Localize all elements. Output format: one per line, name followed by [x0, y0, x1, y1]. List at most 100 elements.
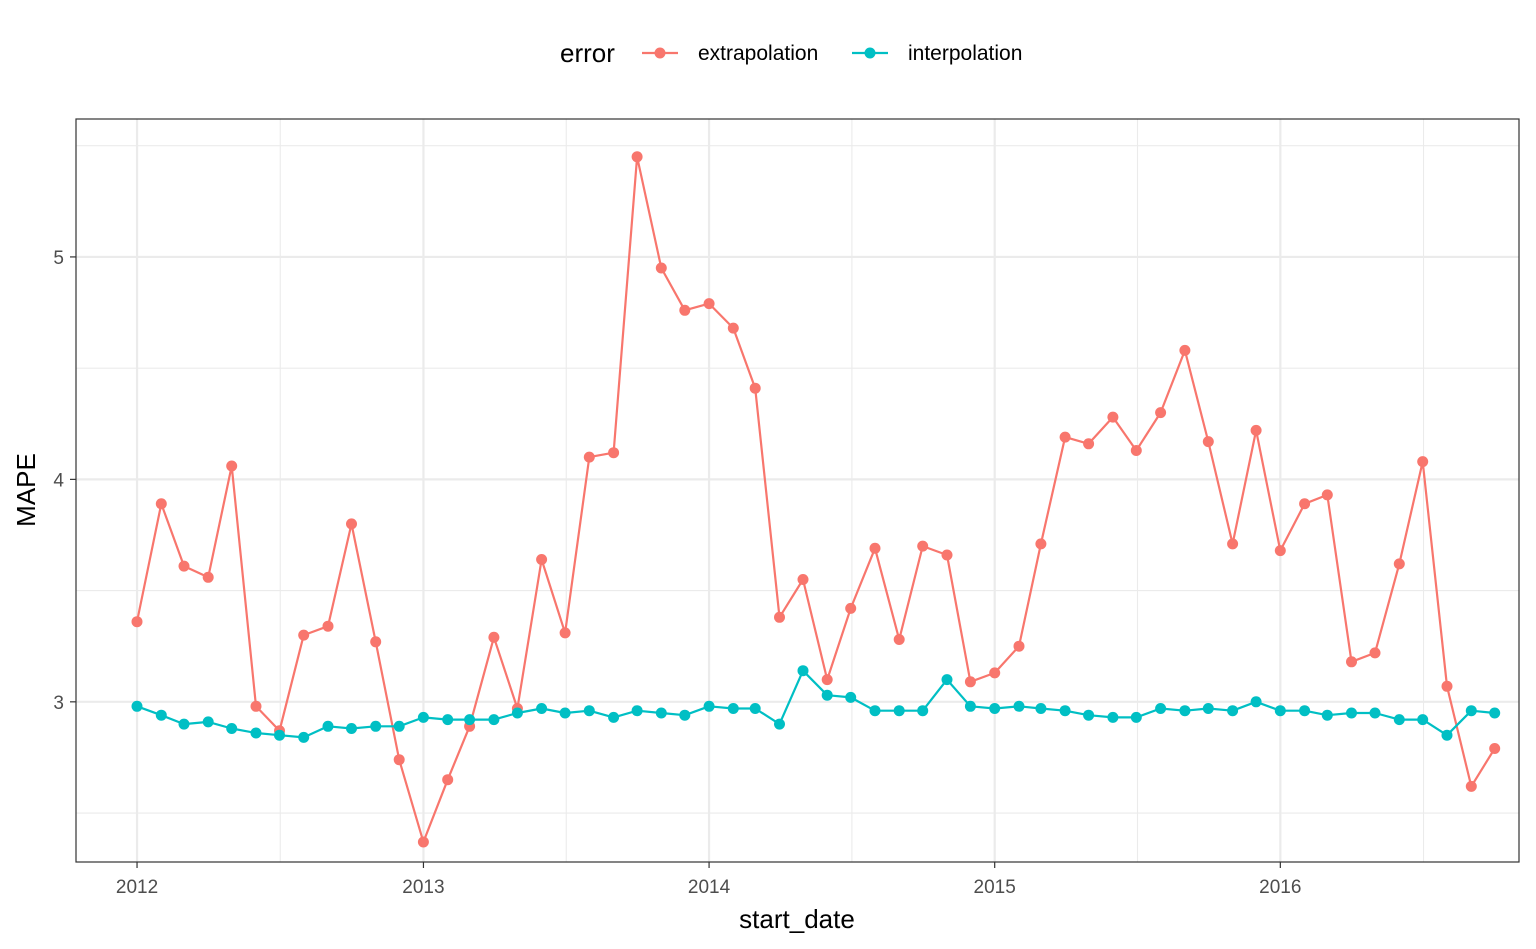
- point-interpolation-2012-10-01: [346, 723, 357, 734]
- point-interpolation-2015-03-01: [1035, 703, 1047, 714]
- point-interpolation-2013-02-01: [442, 714, 454, 726]
- point-interpolation-2015-10-01: [1202, 703, 1214, 714]
- point-interpolation-2016-09-01: [1465, 705, 1477, 717]
- point-interpolation-2014-03-01: [749, 703, 761, 714]
- point-extrapolation-2013-06-01: [536, 554, 548, 565]
- point-interpolation-2013-06-01: [536, 703, 548, 714]
- point-extrapolation-2016-06-01: [1393, 558, 1405, 570]
- y-tick-label-3: 3: [53, 693, 64, 714]
- point-extrapolation-2016-01-01: [1274, 545, 1286, 557]
- point-extrapolation-2012-11-01: [370, 636, 382, 648]
- point-interpolation-2015-02-01: [1013, 700, 1025, 712]
- point-interpolation-2014-08-01: [869, 705, 881, 717]
- legend-label-extrapolation: extrapolation: [698, 42, 818, 65]
- point-interpolation-2012-02-01: [155, 709, 167, 721]
- point-interpolation-2015-01-01: [989, 703, 1001, 714]
- point-interpolation-2016-04-01: [1346, 707, 1357, 719]
- point-extrapolation-2014-06-01: [821, 674, 833, 686]
- point-extrapolation-2016-07-01: [1417, 456, 1429, 468]
- series-layer: [131, 151, 1501, 848]
- point-extrapolation-2012-10-01: [346, 518, 357, 530]
- point-extrapolation-2014-01-01: [703, 298, 715, 310]
- point-extrapolation-2012-06-01: [250, 700, 262, 712]
- x-tick-label-2013: 2013: [402, 877, 444, 898]
- point-extrapolation-2014-12-01: [964, 676, 976, 688]
- point-interpolation-2013-03-01: [464, 714, 476, 726]
- point-extrapolation-2015-06-01: [1107, 411, 1119, 423]
- point-extrapolation-2013-12-01: [679, 304, 691, 316]
- point-interpolation-2016-03-01: [1321, 709, 1333, 721]
- point-extrapolation-2014-10-01: [917, 540, 929, 552]
- point-interpolation-2013-01-01: [417, 711, 429, 723]
- x-axis: 2012 2013 2014 2015 2016: [116, 862, 1301, 898]
- point-interpolation-2014-04-01: [774, 718, 785, 730]
- panel-border: [75, 118, 1520, 863]
- point-interpolation-2013-07-01: [559, 707, 571, 719]
- point-interpolation-2012-12-01: [393, 720, 405, 732]
- point-extrapolation-2015-01-01: [989, 667, 1001, 679]
- point-interpolation-2012-03-01: [178, 718, 190, 730]
- point-interpolation-2012-08-01: [298, 731, 310, 743]
- point-extrapolation-2012-02-01: [155, 498, 167, 510]
- point-extrapolation-2014-08-01: [869, 542, 881, 554]
- point-interpolation-2012-05-01: [226, 723, 238, 734]
- point-extrapolation-2013-01-01: [417, 836, 429, 848]
- point-extrapolation-2014-04-01: [774, 611, 785, 623]
- point-extrapolation-2015-08-01: [1155, 407, 1167, 419]
- point-interpolation-2015-11-01: [1227, 705, 1239, 717]
- grid-major: [76, 119, 1519, 862]
- point-extrapolation-2015-04-01: [1059, 431, 1071, 443]
- point-interpolation-2015-09-01: [1179, 705, 1191, 717]
- point-extrapolation-2015-10-01: [1202, 436, 1214, 448]
- point-extrapolation-2016-02-01: [1299, 498, 1311, 510]
- point-extrapolation-2012-04-01: [202, 571, 214, 583]
- point-extrapolation-2016-09-01: [1465, 780, 1477, 792]
- legend-label-interpolation: interpolation: [908, 42, 1022, 65]
- grid-minor: [76, 119, 1519, 862]
- point-interpolation-2015-04-01: [1059, 705, 1071, 717]
- point-extrapolation-2013-08-01: [583, 451, 595, 463]
- point-interpolation-2013-08-01: [583, 705, 595, 717]
- legend-entry-interpolation: interpolation: [852, 42, 1022, 65]
- point-interpolation-2013-11-01: [655, 707, 667, 719]
- series-line-interpolation: [136, 669, 1495, 739]
- point-extrapolation-2014-05-01: [797, 574, 809, 585]
- legend: error extrapolation interpolation: [560, 38, 1022, 68]
- point-extrapolation-2012-01-01: [131, 616, 143, 628]
- point-extrapolation-2012-09-01: [322, 620, 334, 632]
- point-extrapolation-2013-09-01: [608, 447, 620, 459]
- point-extrapolation-2013-11-01: [655, 262, 667, 274]
- point-interpolation-2016-05-01: [1369, 707, 1381, 719]
- point-interpolation-2016-06-01: [1393, 714, 1405, 726]
- legend-title: error: [560, 38, 615, 68]
- x-tick-label-2014: 2014: [688, 877, 731, 898]
- point-interpolation-2014-10-01: [917, 705, 929, 717]
- point-interpolation-2014-05-01: [797, 665, 809, 677]
- point-extrapolation-2015-07-01: [1130, 445, 1142, 456]
- point-interpolation-2012-01-01: [131, 700, 143, 712]
- point-interpolation-2012-07-01: [274, 729, 285, 741]
- point-interpolation-2016-02-01: [1299, 705, 1311, 717]
- point-extrapolation-2015-12-01: [1250, 424, 1262, 436]
- x-tick-label-2015: 2015: [974, 877, 1016, 898]
- point-extrapolation-2015-09-01: [1179, 344, 1191, 356]
- point-extrapolation-2015-02-01: [1013, 640, 1025, 652]
- point-interpolation-2015-08-01: [1155, 703, 1167, 714]
- point-interpolation-2015-12-01: [1250, 696, 1262, 708]
- point-interpolation-2013-12-01: [679, 709, 691, 721]
- point-extrapolation-2016-08-01: [1441, 680, 1453, 692]
- point-extrapolation-2013-07-01: [559, 627, 571, 639]
- point-extrapolation-2014-07-01: [845, 602, 857, 614]
- point-extrapolation-2014-03-01: [749, 382, 761, 394]
- y-tick-label-5: 5: [53, 248, 64, 269]
- point-extrapolation-2014-09-01: [893, 634, 905, 645]
- point-extrapolation-2014-11-01: [941, 549, 953, 561]
- legend-key-point-interpolation: [864, 47, 876, 59]
- y-axis-title: MAPE: [11, 453, 41, 527]
- point-interpolation-2012-09-01: [322, 720, 334, 732]
- point-interpolation-2014-09-01: [893, 705, 905, 717]
- point-interpolation-2014-11-01: [941, 674, 953, 686]
- point-extrapolation-2015-05-01: [1083, 438, 1095, 450]
- point-interpolation-2014-07-01: [845, 691, 857, 703]
